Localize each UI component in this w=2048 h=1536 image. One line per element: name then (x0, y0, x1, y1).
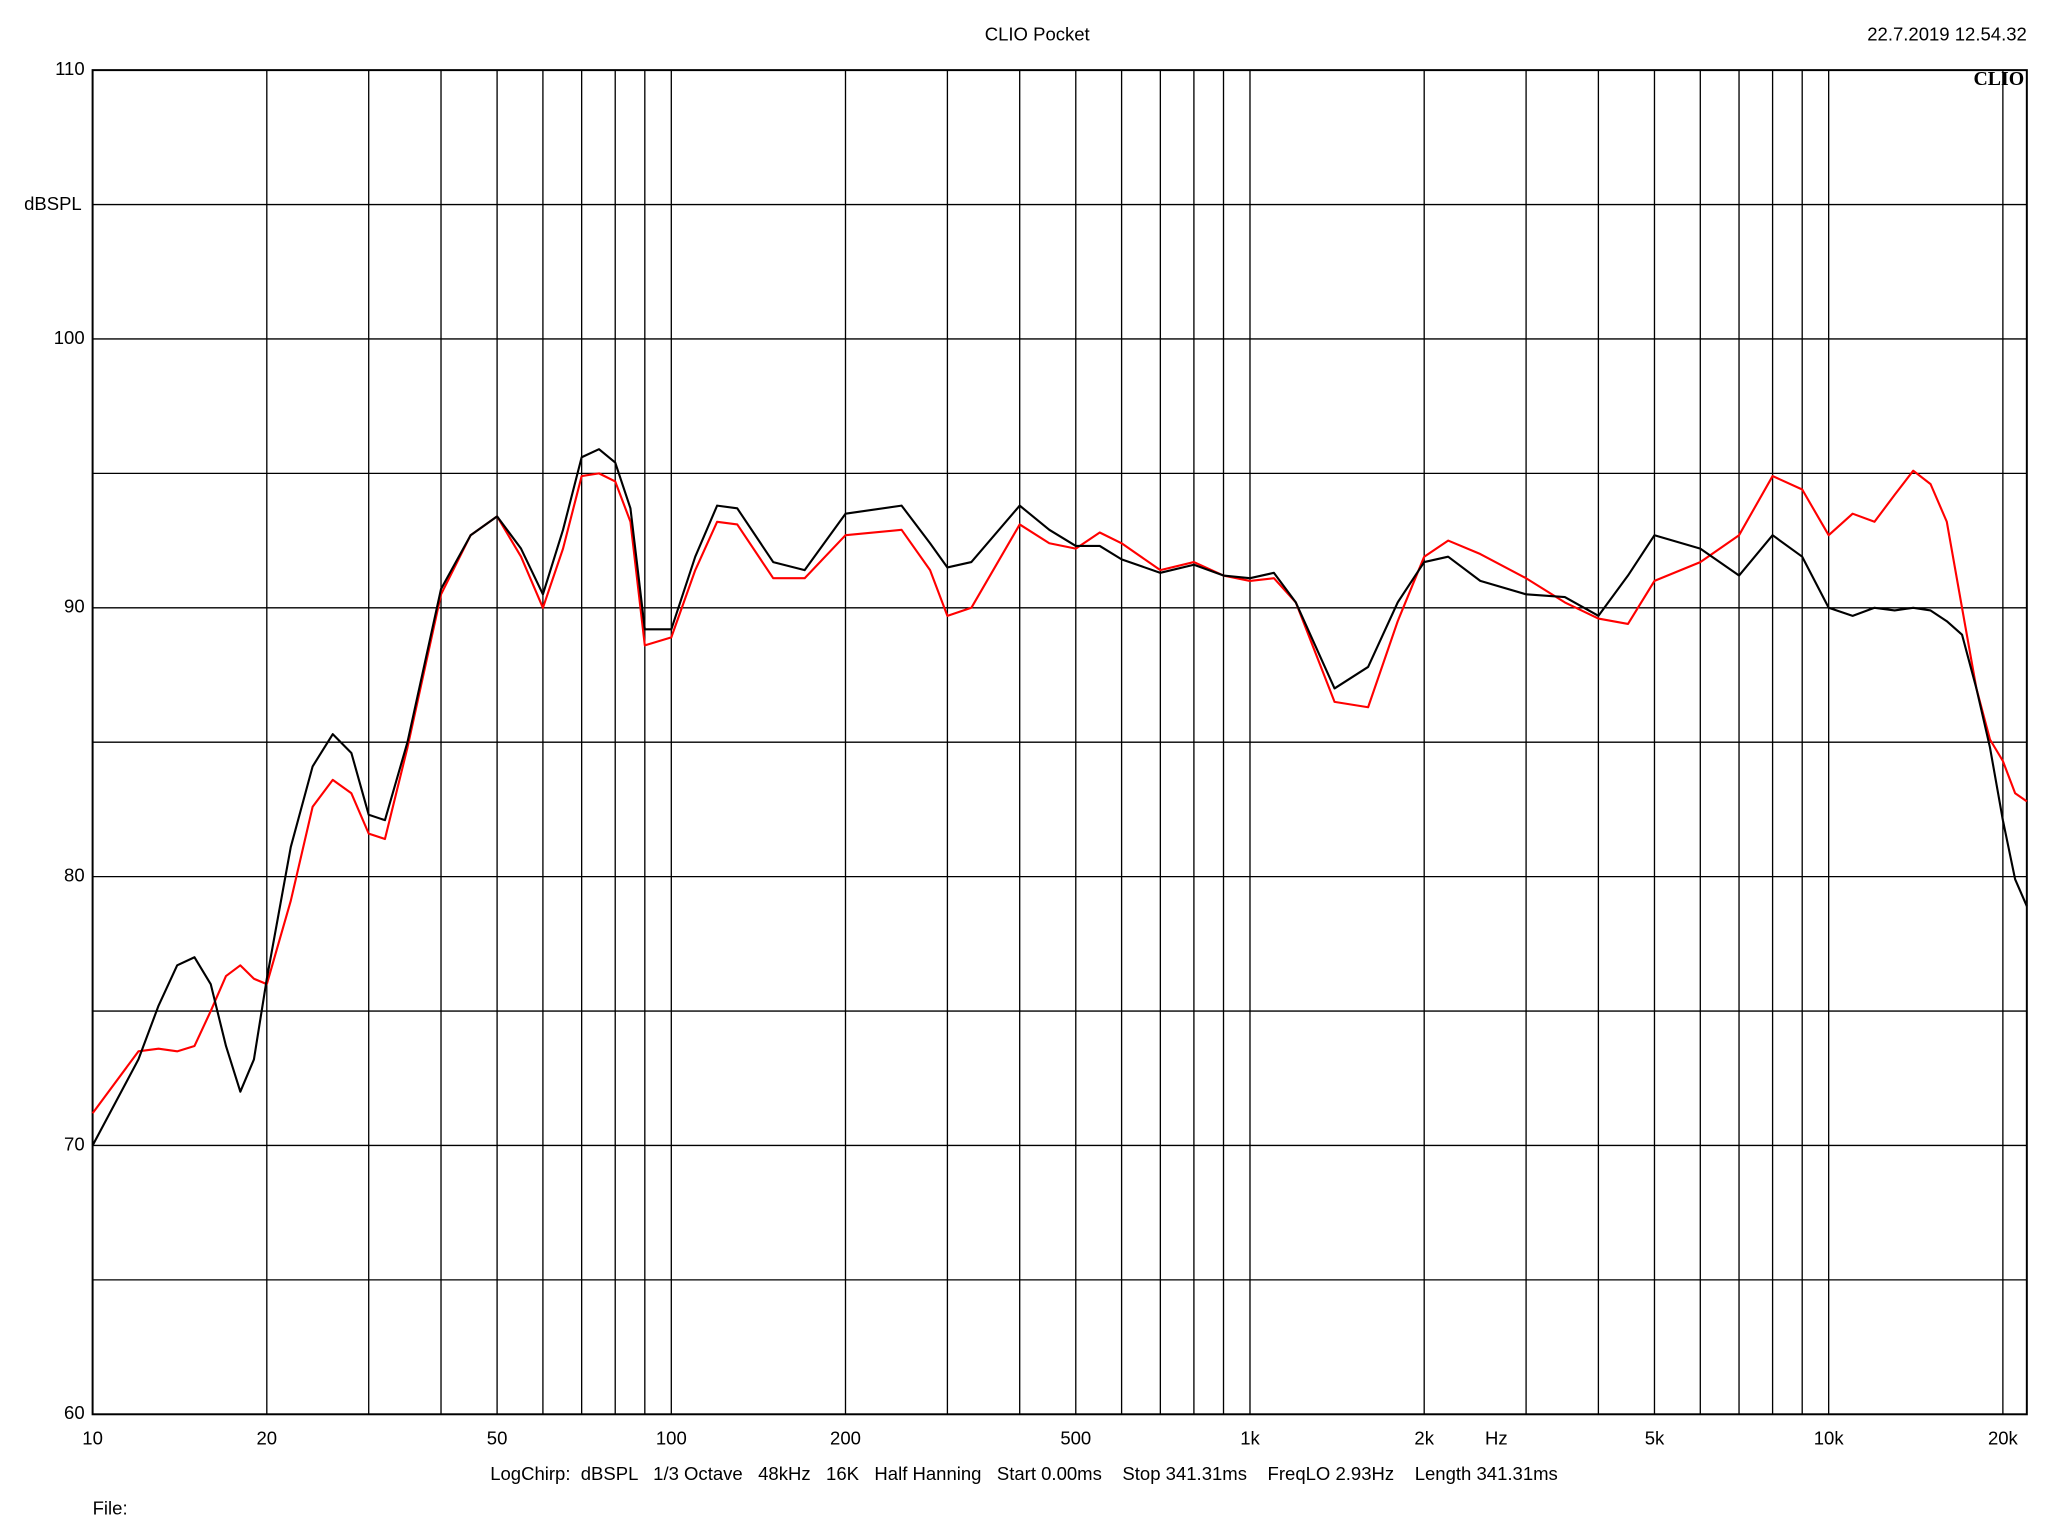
footer: LogChirp: dBSPL 1/3 Octave 48kHz 16K Hal… (490, 1463, 1558, 1484)
x-tick-label: 20k (1988, 1427, 2019, 1448)
series-line (91, 448, 2028, 1146)
x-tick-label: 1k (1240, 1427, 1260, 1448)
y-axis-label: dBSPL (24, 193, 82, 214)
logo: CLIO (1973, 68, 2024, 90)
x-tick-label: 200 (830, 1427, 861, 1448)
x-axis-label: Hz (1485, 1427, 1508, 1448)
y-tick-label: 110 (55, 58, 85, 79)
x-tick-label: 10k (1814, 1427, 1845, 1448)
plot-frame (91, 69, 2028, 1416)
chart-title: CLIO Pocket (985, 24, 1091, 45)
y-tick-label: 90 (64, 596, 85, 617)
x-tick-label: 500 (1060, 1427, 1091, 1448)
y-tick-label: 70 (64, 1133, 85, 1154)
x-tick-label: 2k (1414, 1427, 1434, 1448)
x-tick-label: 5k (1645, 1427, 1665, 1448)
y-tick-label: 100 (54, 327, 85, 348)
x-tick-label: 100 (656, 1427, 687, 1448)
x-tick-label: 50 (487, 1427, 508, 1448)
series-line (91, 469, 2028, 1114)
x-tick-label: 10 (82, 1427, 103, 1448)
y-tick-label: 80 (64, 865, 85, 886)
file-label: File: (93, 1497, 128, 1518)
y-tick-label: 60 (64, 1402, 85, 1423)
timestamp: 22.7.2019 12.54.32 (1867, 24, 2027, 45)
x-tick-label: 20 (257, 1427, 278, 1448)
